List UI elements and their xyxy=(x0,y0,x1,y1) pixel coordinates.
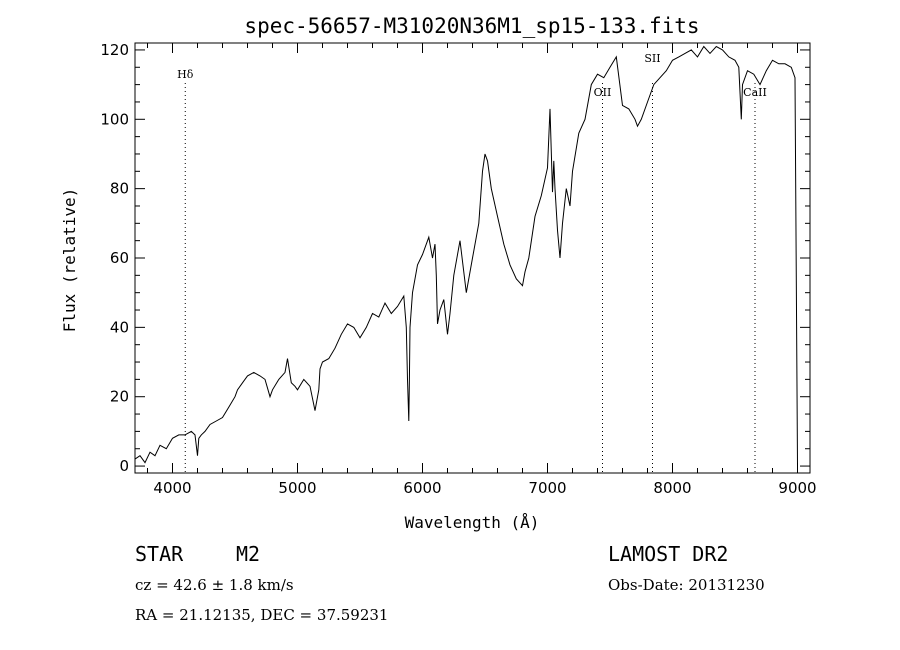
object-type: STAR xyxy=(135,542,184,566)
x-tick-label: 8000 xyxy=(653,479,691,497)
spectral-line-label: OII xyxy=(594,86,612,99)
y-tick-label: 100 xyxy=(100,110,129,128)
x-tick-label: 5000 xyxy=(278,479,316,497)
spectral-line-markers: Hδ OII SII CaII xyxy=(177,52,767,473)
y-tick-label: 40 xyxy=(110,318,129,336)
y-tick-label: 20 xyxy=(110,388,129,406)
observation-date: Obs-Date: 20131230 xyxy=(608,576,765,594)
y-tick-label: 80 xyxy=(110,180,129,198)
spectral-line-label: Hδ xyxy=(177,68,194,81)
x-tick-label: 4000 xyxy=(153,479,191,497)
x-axis-label: Wavelength (Å) xyxy=(405,513,540,532)
survey-name: LAMOST DR2 xyxy=(608,542,729,566)
object-subclass: M2 xyxy=(236,542,261,566)
x-tick-label: 9000 xyxy=(778,479,816,497)
chart-title: spec-56657-M31020N36M1_sp15-133.fits xyxy=(244,14,699,38)
spectral-line-label: SII xyxy=(644,52,660,65)
axes: 4000 5000 6000 7000 8000 9000 0 20 40 60 80 100 120 xyxy=(100,41,816,497)
y-tick-label: 0 xyxy=(119,457,129,475)
y-axis-label: Flux (relative) xyxy=(60,188,79,333)
redshift-cz: cz = 42.6 ± 1.8 km/s xyxy=(135,576,294,594)
y-tick-label: 120 xyxy=(100,41,129,59)
x-tick-label: 6000 xyxy=(403,479,441,497)
spectrum-line xyxy=(134,45,798,467)
coordinates: RA = 21.12135, DEC = 37.59231 xyxy=(135,606,389,624)
spectral-line-label: CaII xyxy=(743,86,767,99)
series-group xyxy=(134,45,798,467)
x-tick-label: 7000 xyxy=(528,479,566,497)
y-tick-label: 60 xyxy=(110,249,129,267)
